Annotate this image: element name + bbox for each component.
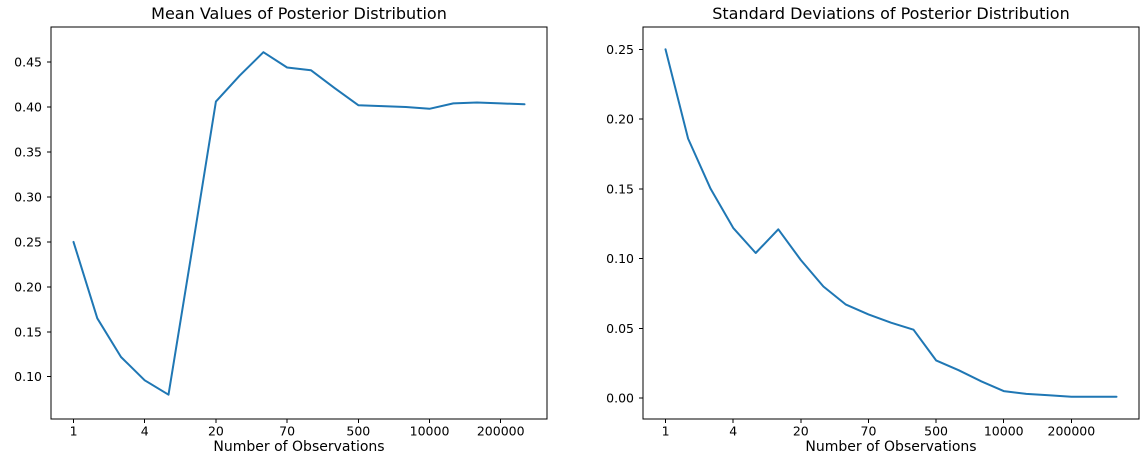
plot-line — [664, 48, 1118, 398]
x-tick-label: 10000 — [984, 424, 1024, 439]
y-tick-label: 0.25 — [14, 234, 42, 249]
y-tick-label: 0.00 — [606, 391, 634, 406]
y-tick-label: 0.25 — [606, 42, 634, 57]
x-tick-label: 20 — [208, 424, 224, 439]
x-tick-label: 1 — [70, 424, 78, 439]
y-tick-label: 0.15 — [14, 324, 42, 339]
axes-spines — [642, 26, 1140, 420]
y-tick-label: 0.10 — [606, 251, 634, 266]
x-tick-label: 200000 — [477, 424, 525, 439]
x-tick-label: 70 — [861, 424, 877, 439]
y-tick-label: 0.10 — [14, 369, 42, 384]
x-tick-label: 500 — [924, 424, 948, 439]
x-tick-label: 4 — [729, 424, 737, 439]
x-tick-label: 20 — [793, 424, 809, 439]
x-tick-label: 4 — [141, 424, 149, 439]
x-tick-label: 200000 — [1048, 424, 1096, 439]
y-tick-label: 0.20 — [606, 112, 634, 127]
y-tick-label: 0.20 — [14, 279, 42, 294]
y-tick-label: 0.05 — [606, 321, 634, 336]
x-axis-label-std: Number of Observations — [805, 439, 977, 455]
x-tick-label: 70 — [279, 424, 295, 439]
x-tick-label: 1 — [662, 424, 670, 439]
y-tick-label: 0.45 — [14, 55, 42, 70]
chart-mean: 1 4 20 70 500 10000 200000 0.10 0.15 0.20 0.25 0.30… — [14, 26, 548, 439]
chart-title-std: Standard Deviations of Posterior Distrib… — [712, 4, 1070, 23]
x-tick-label: 10000 — [410, 424, 450, 439]
y-tick-label: 0.30 — [14, 189, 42, 204]
x-tick-label: 500 — [346, 424, 370, 439]
y-tick-label: 0.40 — [14, 100, 42, 115]
plot-line — [72, 51, 526, 396]
y-tick-label: 0.35 — [14, 144, 42, 159]
chart-title-mean: Mean Values of Posterior Distribution — [151, 4, 447, 23]
axes-spines — [50, 26, 548, 420]
y-tick-label: 0.15 — [606, 181, 634, 196]
chart-std: 1 4 20 70 500 10000 200000 0.00 0.05 0.10 0.15 0.20… — [606, 26, 1140, 439]
x-axis-label-mean: Number of Observations — [213, 439, 385, 455]
